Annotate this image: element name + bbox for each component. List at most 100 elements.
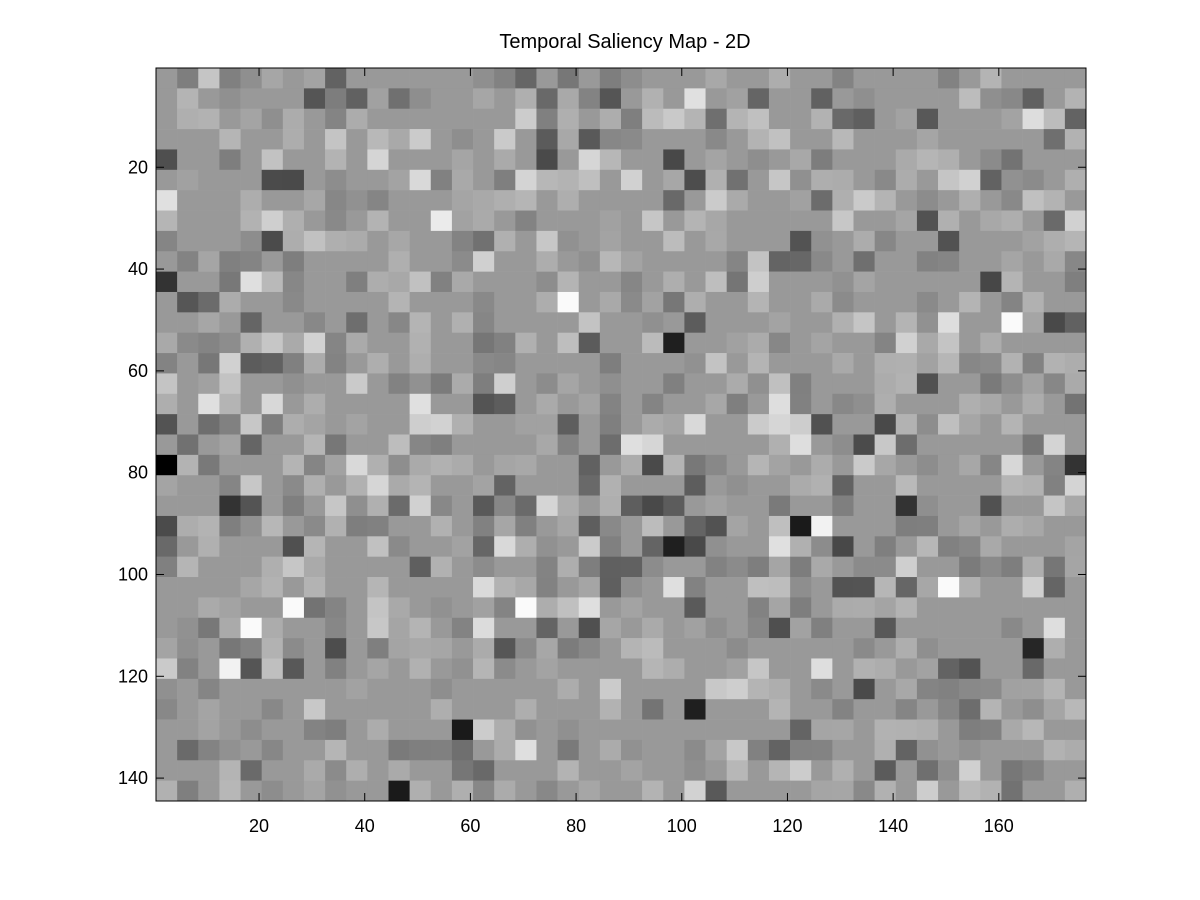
heatmap-cell bbox=[726, 414, 749, 435]
heatmap-cell bbox=[494, 210, 516, 232]
heatmap-cell bbox=[515, 434, 537, 456]
heatmap-cell bbox=[663, 780, 685, 802]
heatmap-cell bbox=[1064, 678, 1087, 700]
heatmap-cell bbox=[451, 312, 474, 333]
heatmap-cell bbox=[473, 638, 495, 659]
heatmap-cell bbox=[1022, 169, 1045, 191]
heatmap-cell bbox=[473, 515, 495, 537]
heatmap-cell bbox=[747, 719, 770, 741]
heatmap-cell bbox=[1064, 149, 1087, 171]
heatmap-cell bbox=[959, 577, 981, 598]
heatmap-cell bbox=[790, 536, 812, 557]
heatmap-cell bbox=[768, 291, 791, 313]
heatmap-cell bbox=[811, 515, 833, 537]
heatmap-cell bbox=[1064, 780, 1087, 802]
heatmap-cell bbox=[515, 699, 537, 720]
heatmap-cell bbox=[832, 129, 854, 150]
heatmap-cell bbox=[156, 556, 178, 578]
heatmap-cell bbox=[536, 271, 558, 293]
heatmap-cell bbox=[916, 454, 939, 476]
heatmap-cell bbox=[980, 393, 1002, 415]
heatmap-cell bbox=[599, 739, 622, 761]
heatmap-cell bbox=[346, 536, 368, 557]
heatmap-cell bbox=[367, 699, 389, 720]
heatmap-cell bbox=[515, 393, 537, 415]
heatmap-cell bbox=[346, 515, 368, 537]
heatmap-cell bbox=[621, 556, 643, 578]
heatmap-cell bbox=[303, 577, 326, 598]
heatmap-cell bbox=[177, 719, 199, 741]
heatmap-cell bbox=[494, 597, 516, 619]
heatmap-cell bbox=[874, 414, 897, 435]
heatmap-cell bbox=[367, 739, 389, 761]
heatmap-cell bbox=[536, 291, 558, 313]
heatmap-cell bbox=[494, 88, 516, 110]
heatmap-cell bbox=[198, 169, 220, 191]
heatmap-cell bbox=[346, 556, 368, 578]
heatmap-cell bbox=[790, 475, 812, 496]
heatmap-cell bbox=[240, 108, 262, 130]
heatmap-cell bbox=[938, 393, 960, 415]
heatmap-cell bbox=[1001, 780, 1023, 802]
heatmap-cell bbox=[599, 312, 622, 333]
heatmap-cell bbox=[684, 699, 706, 720]
heatmap-cell bbox=[832, 251, 854, 272]
heatmap-cell bbox=[726, 719, 749, 741]
heatmap-cell bbox=[367, 719, 389, 741]
heatmap-cell bbox=[916, 760, 939, 781]
heatmap-cell bbox=[874, 332, 897, 354]
heatmap-cell bbox=[557, 68, 580, 89]
heatmap-cell bbox=[473, 312, 495, 333]
heatmap-cell bbox=[684, 210, 706, 232]
heatmap-cell bbox=[451, 291, 474, 313]
heatmap-cell bbox=[388, 719, 410, 741]
heatmap-cell bbox=[578, 739, 601, 761]
heatmap-cell bbox=[916, 739, 939, 761]
heatmap-cell bbox=[177, 251, 199, 272]
heatmap-cell bbox=[515, 454, 537, 476]
heatmap-cell bbox=[895, 434, 918, 456]
heatmap-cell bbox=[261, 638, 284, 659]
heatmap-cell bbox=[451, 495, 474, 517]
heatmap-cell bbox=[621, 230, 643, 252]
heatmap-cell bbox=[451, 719, 474, 741]
heatmap-cell bbox=[367, 597, 389, 619]
heatmap-cell bbox=[240, 739, 262, 761]
heatmap-cell bbox=[790, 291, 812, 313]
heatmap-cell bbox=[578, 129, 601, 150]
heatmap-cell bbox=[747, 597, 770, 619]
heatmap-cell bbox=[895, 332, 918, 354]
heatmap-cell bbox=[790, 719, 812, 741]
heatmap-cell bbox=[325, 271, 347, 293]
heatmap-cell bbox=[832, 169, 854, 191]
heatmap-cell bbox=[726, 353, 749, 374]
heatmap-cell bbox=[790, 108, 812, 130]
heatmap-cell bbox=[726, 169, 749, 191]
heatmap-cell bbox=[1064, 454, 1087, 476]
heatmap-cell bbox=[684, 353, 706, 374]
x-tick-label: 60 bbox=[460, 816, 480, 836]
heatmap-cell bbox=[430, 149, 453, 171]
heatmap-cell bbox=[1043, 536, 1066, 557]
chart-title: Temporal Saliency Map - 2D bbox=[499, 31, 750, 53]
heatmap-cell bbox=[959, 149, 981, 171]
heatmap-cell bbox=[621, 617, 643, 639]
heatmap-cell bbox=[1043, 475, 1066, 496]
heatmap-cell bbox=[642, 190, 664, 211]
heatmap-cell bbox=[747, 617, 770, 639]
heatmap-cell bbox=[642, 475, 664, 496]
heatmap-cell bbox=[684, 414, 706, 435]
heatmap-cell bbox=[684, 536, 706, 557]
heatmap-cell bbox=[451, 169, 474, 191]
heatmap-cell bbox=[303, 291, 326, 313]
heatmap-cell bbox=[325, 515, 347, 537]
heatmap-cell bbox=[346, 312, 368, 333]
heatmap-cell bbox=[473, 658, 495, 680]
heatmap-cell bbox=[790, 699, 812, 720]
heatmap-cell bbox=[1022, 780, 1045, 802]
heatmap-cell bbox=[325, 129, 347, 150]
heatmap-cell bbox=[430, 760, 453, 781]
heatmap-cell bbox=[747, 230, 770, 252]
heatmap-cell bbox=[303, 597, 326, 619]
heatmap-cell bbox=[980, 739, 1002, 761]
